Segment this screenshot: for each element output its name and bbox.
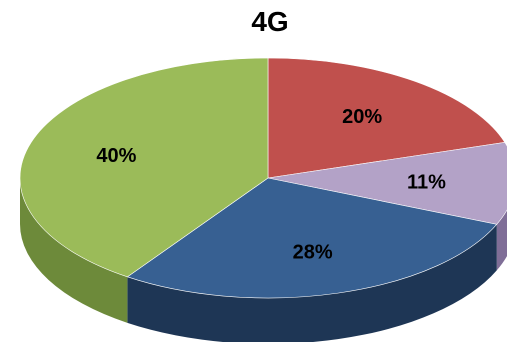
pie-side-3 bbox=[20, 178, 128, 323]
pie-slice-1 bbox=[267, 142, 507, 225]
pie-slice-label-3: 40% bbox=[96, 145, 136, 167]
pie-side-2 bbox=[127, 224, 497, 342]
pie-sides bbox=[20, 178, 507, 342]
pie-slice-3 bbox=[19, 57, 269, 278]
pie-tops bbox=[19, 57, 507, 299]
pie-slice-label-2: 28% bbox=[293, 242, 333, 264]
pie-slice-label-0: 20% bbox=[342, 106, 382, 128]
pie-slice-0 bbox=[267, 57, 506, 179]
pie-slice-2 bbox=[126, 177, 498, 299]
pie-slice-label-1: 11% bbox=[407, 172, 446, 194]
chart-title: 4G bbox=[251, 6, 289, 37]
pie-side-1 bbox=[496, 209, 507, 271]
pie-labels: 20% 11% 28% 40% bbox=[96, 106, 446, 264]
